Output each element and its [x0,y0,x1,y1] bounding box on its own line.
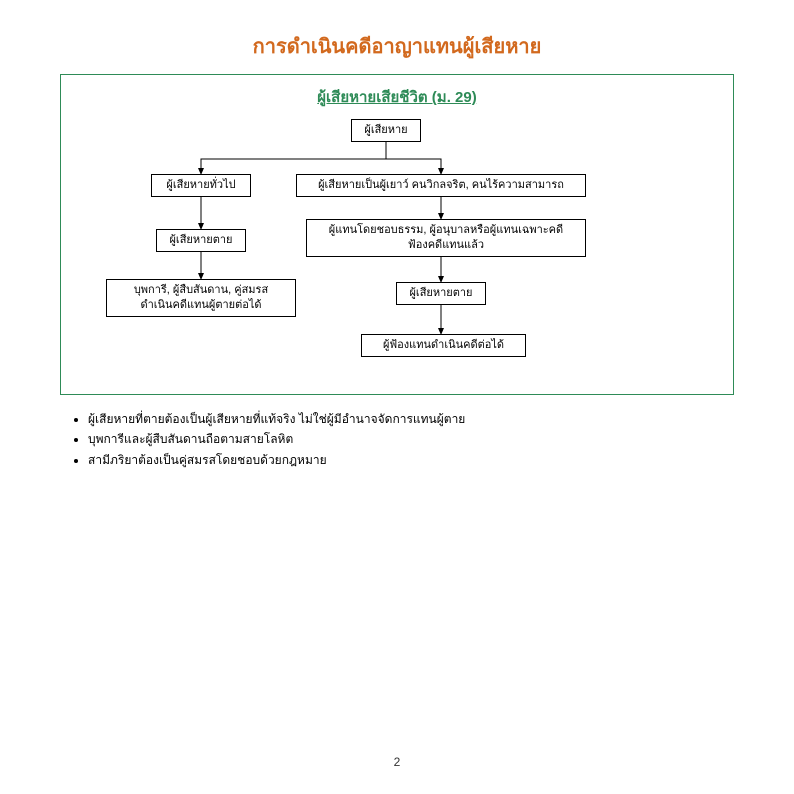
flow-node-right4: ผู้ฟ้องแทนดำเนินคดีต่อได้ [361,334,526,357]
flow-edge-root-right1 [386,141,441,174]
diagram-subtitle: ผู้เสียหายเสียชีวิต (ม. 29) [76,85,718,109]
notes-list: ผู้เสียหายที่ตายต้องเป็นผู้เสียหายที่แท้… [70,409,724,470]
flow-node-right1: ผู้เสียหายเป็นผู้เยาว์ คนวิกลจริต, คนไร้… [296,174,586,197]
flow-node-right3: ผู้เสียหายตาย [396,282,486,305]
note-item-1: บุพการีและผู้สืบสันดานถือตามสายโลหิต [88,429,724,449]
flow-node-left1: ผู้เสียหายทั่วไป [151,174,251,197]
page-title: การดำเนินคดีอาญาแทนผู้เสียหาย [0,0,794,74]
flow-node-left2: ผู้เสียหายตาย [156,229,246,252]
note-item-2: สามีภริยาต้องเป็นคู่สมรสโดยชอบด้วยกฎหมาย [88,450,724,470]
page-number: 2 [0,755,794,769]
flow-edge-root-left1 [201,141,386,174]
diagram-frame: ผู้เสียหายเสียชีวิต (ม. 29) ผู้เสียหายผู… [60,74,734,395]
flow-node-root: ผู้เสียหาย [351,119,421,142]
note-item-0: ผู้เสียหายที่ตายต้องเป็นผู้เสียหายที่แท้… [88,409,724,429]
flow-node-left3: บุพการี, ผู้สืบสันดาน, คู่สมรสดำเนินคดีแ… [106,279,296,317]
flow-node-right2: ผู้แทนโดยชอบธรรม, ผู้อนุบาลหรือผู้แทนเฉพ… [306,219,586,257]
flowchart-area: ผู้เสียหายผู้เสียหายทั่วไป ผู้เสียหายเป็น… [76,119,718,379]
